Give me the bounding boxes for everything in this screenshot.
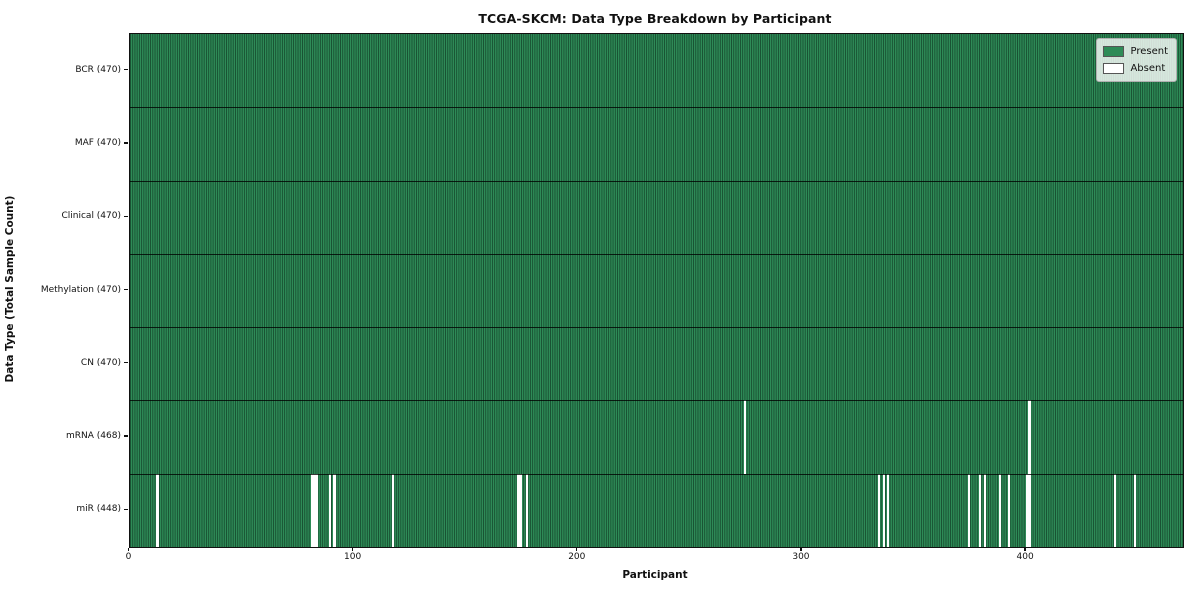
x-tick-mark	[127, 547, 130, 552]
y-tick-mark	[124, 508, 128, 510]
absent-marker	[1133, 473, 1136, 547]
absent-marker	[887, 473, 890, 547]
y-tick-label-miR: miR (448)	[76, 504, 121, 515]
x-tick-label-300: 300	[792, 552, 810, 562]
absent-marker	[311, 473, 314, 547]
absent-marker	[519, 473, 522, 547]
row-separator	[129, 253, 1183, 255]
y-tick-mark	[124, 142, 128, 144]
x-tick-mark	[1024, 547, 1026, 552]
absent-marker	[391, 473, 394, 547]
absent-marker	[999, 473, 1002, 547]
chart-title: TCGA-SKCM: Data Type Breakdown by Partic…	[478, 11, 832, 26]
y-tick-mark	[124, 435, 128, 437]
y-tick-label-CN: CN (470)	[80, 357, 121, 368]
y-tick-label-Methylation: Methylation (470)	[40, 284, 121, 295]
row-separator	[129, 180, 1183, 182]
absent-marker	[1026, 473, 1029, 547]
x-axis-label: Participant	[622, 569, 688, 581]
absent-swatch-icon	[1103, 63, 1125, 74]
absent-marker	[1008, 473, 1011, 547]
y-tick-mark	[124, 215, 128, 217]
legend-item-absent: Absent	[1103, 60, 1168, 77]
x-tick-mark	[800, 547, 802, 552]
y-tick-mark	[124, 362, 128, 364]
y-tick-label-MAF: MAF (470)	[74, 137, 121, 148]
row-band-miR	[129, 473, 1183, 547]
legend-label-absent: Absent	[1130, 63, 1166, 74]
absent-marker	[517, 473, 520, 547]
y-tick-label-Clinical: Clinical (470)	[61, 211, 121, 222]
absent-marker	[743, 400, 746, 474]
absent-marker	[526, 473, 529, 547]
y-tick-mark	[124, 69, 128, 71]
absent-marker	[882, 473, 885, 547]
legend: Present Absent	[1096, 38, 1177, 82]
row-band-CN	[129, 327, 1183, 401]
row-band-MAF	[129, 107, 1183, 181]
x-tick-label-200: 200	[568, 552, 586, 562]
absent-marker	[313, 473, 316, 547]
row-band-BCR	[129, 34, 1183, 108]
absent-marker	[1113, 473, 1116, 547]
x-tick-mark	[352, 547, 354, 552]
absent-marker	[333, 473, 336, 547]
absent-marker	[1028, 400, 1031, 474]
y-tick-label-mRNA: mRNA (468)	[66, 431, 121, 442]
row-band-Clinical	[129, 180, 1183, 254]
row-separator	[129, 327, 1183, 329]
absent-marker	[979, 473, 982, 547]
absent-marker	[1028, 473, 1031, 547]
x-tick-label-400: 400	[1016, 552, 1034, 562]
absent-marker	[967, 473, 971, 547]
absent-marker	[156, 473, 159, 547]
x-tick-mark	[576, 547, 578, 552]
absent-marker	[878, 473, 881, 547]
row-band-Methylation	[129, 253, 1183, 328]
row-separator	[129, 473, 1183, 475]
y-tick-label-BCR: BCR (470)	[75, 64, 121, 75]
y-tick-mark	[124, 288, 128, 291]
plot-area: Present Absent	[128, 33, 1184, 548]
legend-label-present: Present	[1130, 46, 1168, 57]
legend-item-present: Present	[1103, 43, 1168, 60]
absent-marker	[983, 473, 986, 547]
row-separator	[129, 107, 1183, 109]
x-tick-label-0: 0	[125, 552, 132, 562]
x-tick-label-100: 100	[344, 552, 362, 562]
row-band-mRNA	[129, 400, 1183, 474]
row-separator	[129, 400, 1183, 402]
absent-marker	[328, 473, 332, 547]
present-swatch-icon	[1103, 46, 1125, 57]
absent-marker	[315, 473, 318, 547]
